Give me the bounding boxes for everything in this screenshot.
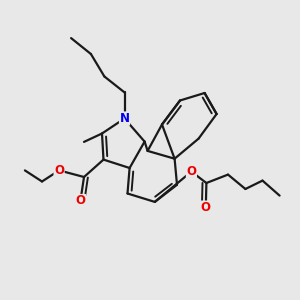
Text: O: O [186,165,197,178]
Text: O: O [54,164,64,177]
Text: N: N [119,112,130,125]
Text: O: O [201,201,211,214]
Text: O: O [75,194,85,208]
